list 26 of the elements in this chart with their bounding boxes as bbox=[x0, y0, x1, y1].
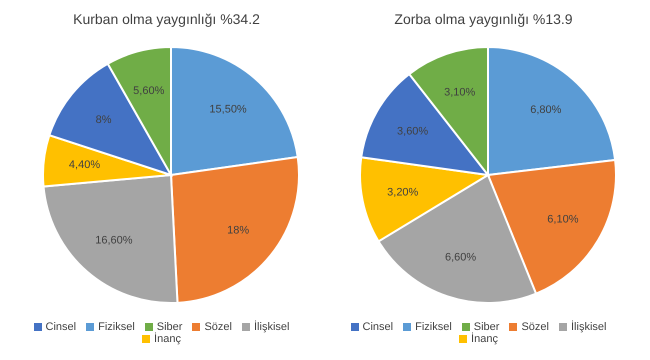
legend-label: Fiziksel bbox=[415, 321, 452, 333]
legend-label: Siber bbox=[474, 321, 500, 333]
data-label: 8% bbox=[96, 114, 112, 126]
legend-label: İlişkisel bbox=[571, 321, 606, 333]
data-label: 3,20% bbox=[387, 186, 419, 199]
legend-label: Sözel bbox=[204, 321, 232, 333]
legend-label: Sözel bbox=[521, 321, 549, 333]
data-label: 6,60% bbox=[444, 252, 476, 264]
legend-label: İnanç bbox=[154, 333, 181, 345]
data-label: 18% bbox=[227, 224, 250, 236]
legend-label: Siber bbox=[156, 321, 182, 333]
data-label: 3,10% bbox=[444, 86, 476, 99]
legend-label: Fiziksel bbox=[98, 321, 135, 333]
data-label: 4,40% bbox=[68, 159, 100, 172]
chart-title: Zorba olma yaygınlığı %13.9 bbox=[393, 10, 574, 29]
chart-title: Kurban olma yaygınlığı %34.2 bbox=[72, 10, 261, 29]
data-label: 6,10% bbox=[547, 213, 579, 226]
data-label: 5,60% bbox=[133, 84, 165, 97]
legend-label: Cinsel bbox=[46, 321, 76, 333]
legend-label: Cinsel bbox=[362, 321, 394, 333]
data-label: 3,60% bbox=[397, 125, 428, 138]
legend-label: İlişkisel bbox=[254, 321, 290, 333]
data-label: 6,80% bbox=[530, 104, 562, 116]
data-label: 16,60% bbox=[95, 234, 133, 247]
legend-label: İnanç bbox=[471, 333, 498, 345]
data-label: 15,50% bbox=[209, 103, 247, 116]
